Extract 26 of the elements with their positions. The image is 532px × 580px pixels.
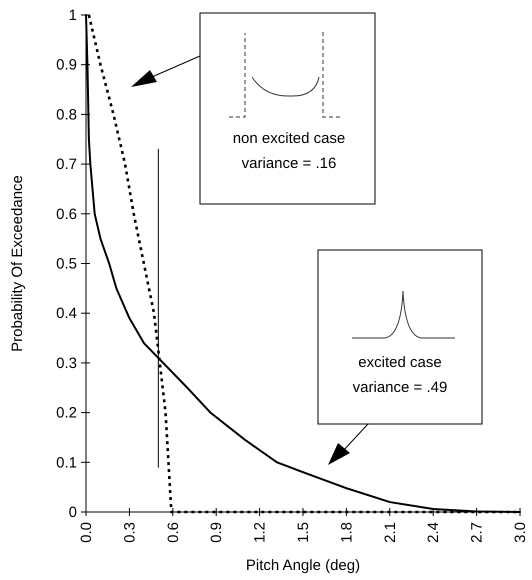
x-tick-label: 2.4	[425, 522, 442, 543]
x-axis-title: Pitch Angle (deg)	[246, 557, 360, 574]
y-tick-label: 0.7	[56, 156, 77, 174]
y-tick-label: 0.1	[56, 454, 77, 472]
x-tick-label: 0.3	[121, 522, 138, 543]
y-tick-label: 0.4	[56, 305, 77, 322]
x-tick-label: 2.1	[382, 522, 399, 543]
y-tick-label: 0.8	[56, 106, 77, 124]
y-tick-label: 0.2	[56, 404, 77, 422]
y-axis-title: Probability Of Exceedance	[9, 175, 26, 352]
x-tick-label: 1.8	[338, 522, 356, 543]
x-tick-label: 2.7	[468, 522, 486, 543]
x-tick-label: 0.0	[78, 522, 95, 543]
y-tick-label: 0	[68, 504, 77, 521]
y-tick-label: 0.6	[56, 206, 77, 223]
x-tick-label: 1.2	[252, 522, 269, 543]
annotation: excited case variance = .49	[352, 354, 448, 396]
y-tick-label: 0.9	[56, 56, 77, 74]
y-tick-label: 1	[68, 7, 77, 24]
x-tick-label: 3.0	[512, 522, 529, 543]
x-tick-label: 1.5	[295, 522, 312, 543]
x-tick-label: 0.9	[208, 522, 226, 543]
annotation: non excited case variance = .16	[232, 130, 346, 172]
y-tick-label: 0.3	[56, 354, 77, 372]
x-tick-label: 0.6	[164, 522, 182, 543]
y-tick-label: 0.5	[56, 256, 77, 272]
